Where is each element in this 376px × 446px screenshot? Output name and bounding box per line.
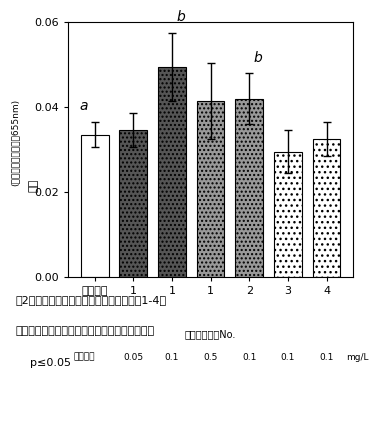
Text: 濃度: 濃度	[29, 178, 39, 192]
Bar	[197, 101, 224, 277]
Bar	[158, 67, 186, 277]
Text: b: b	[176, 10, 185, 25]
Text: 図2　精製した根分泌物のフラクション（1-4）: 図2 精製した根分泌物のフラクション（1-4）	[15, 295, 166, 305]
Text: b: b	[253, 51, 262, 65]
Text: と根粒菌濃度との関係。異符号間で有意差有り: と根粒菌濃度との関係。異符号間で有意差有り	[15, 326, 154, 336]
Bar	[312, 139, 340, 277]
Text: a: a	[79, 99, 88, 113]
Text: 0.5: 0.5	[203, 353, 218, 362]
Bar	[119, 130, 147, 277]
Text: p≤0.05: p≤0.05	[30, 358, 71, 368]
Text: mg/L: mg/L	[346, 353, 368, 362]
Text: フラクションNo.: フラクションNo.	[185, 330, 236, 339]
Text: 0.1: 0.1	[319, 353, 334, 362]
Text: 0.1: 0.1	[242, 353, 256, 362]
Text: 0.1: 0.1	[281, 353, 295, 362]
Text: 0.1: 0.1	[165, 353, 179, 362]
Bar	[274, 152, 302, 277]
Bar	[235, 99, 263, 277]
Text: 0.05: 0.05	[123, 353, 143, 362]
Text: (マイクロプレート，655nm): (マイクロプレート，655nm)	[11, 99, 20, 186]
Bar	[81, 135, 109, 277]
Text: 添加濃度: 添加濃度	[73, 353, 95, 362]
